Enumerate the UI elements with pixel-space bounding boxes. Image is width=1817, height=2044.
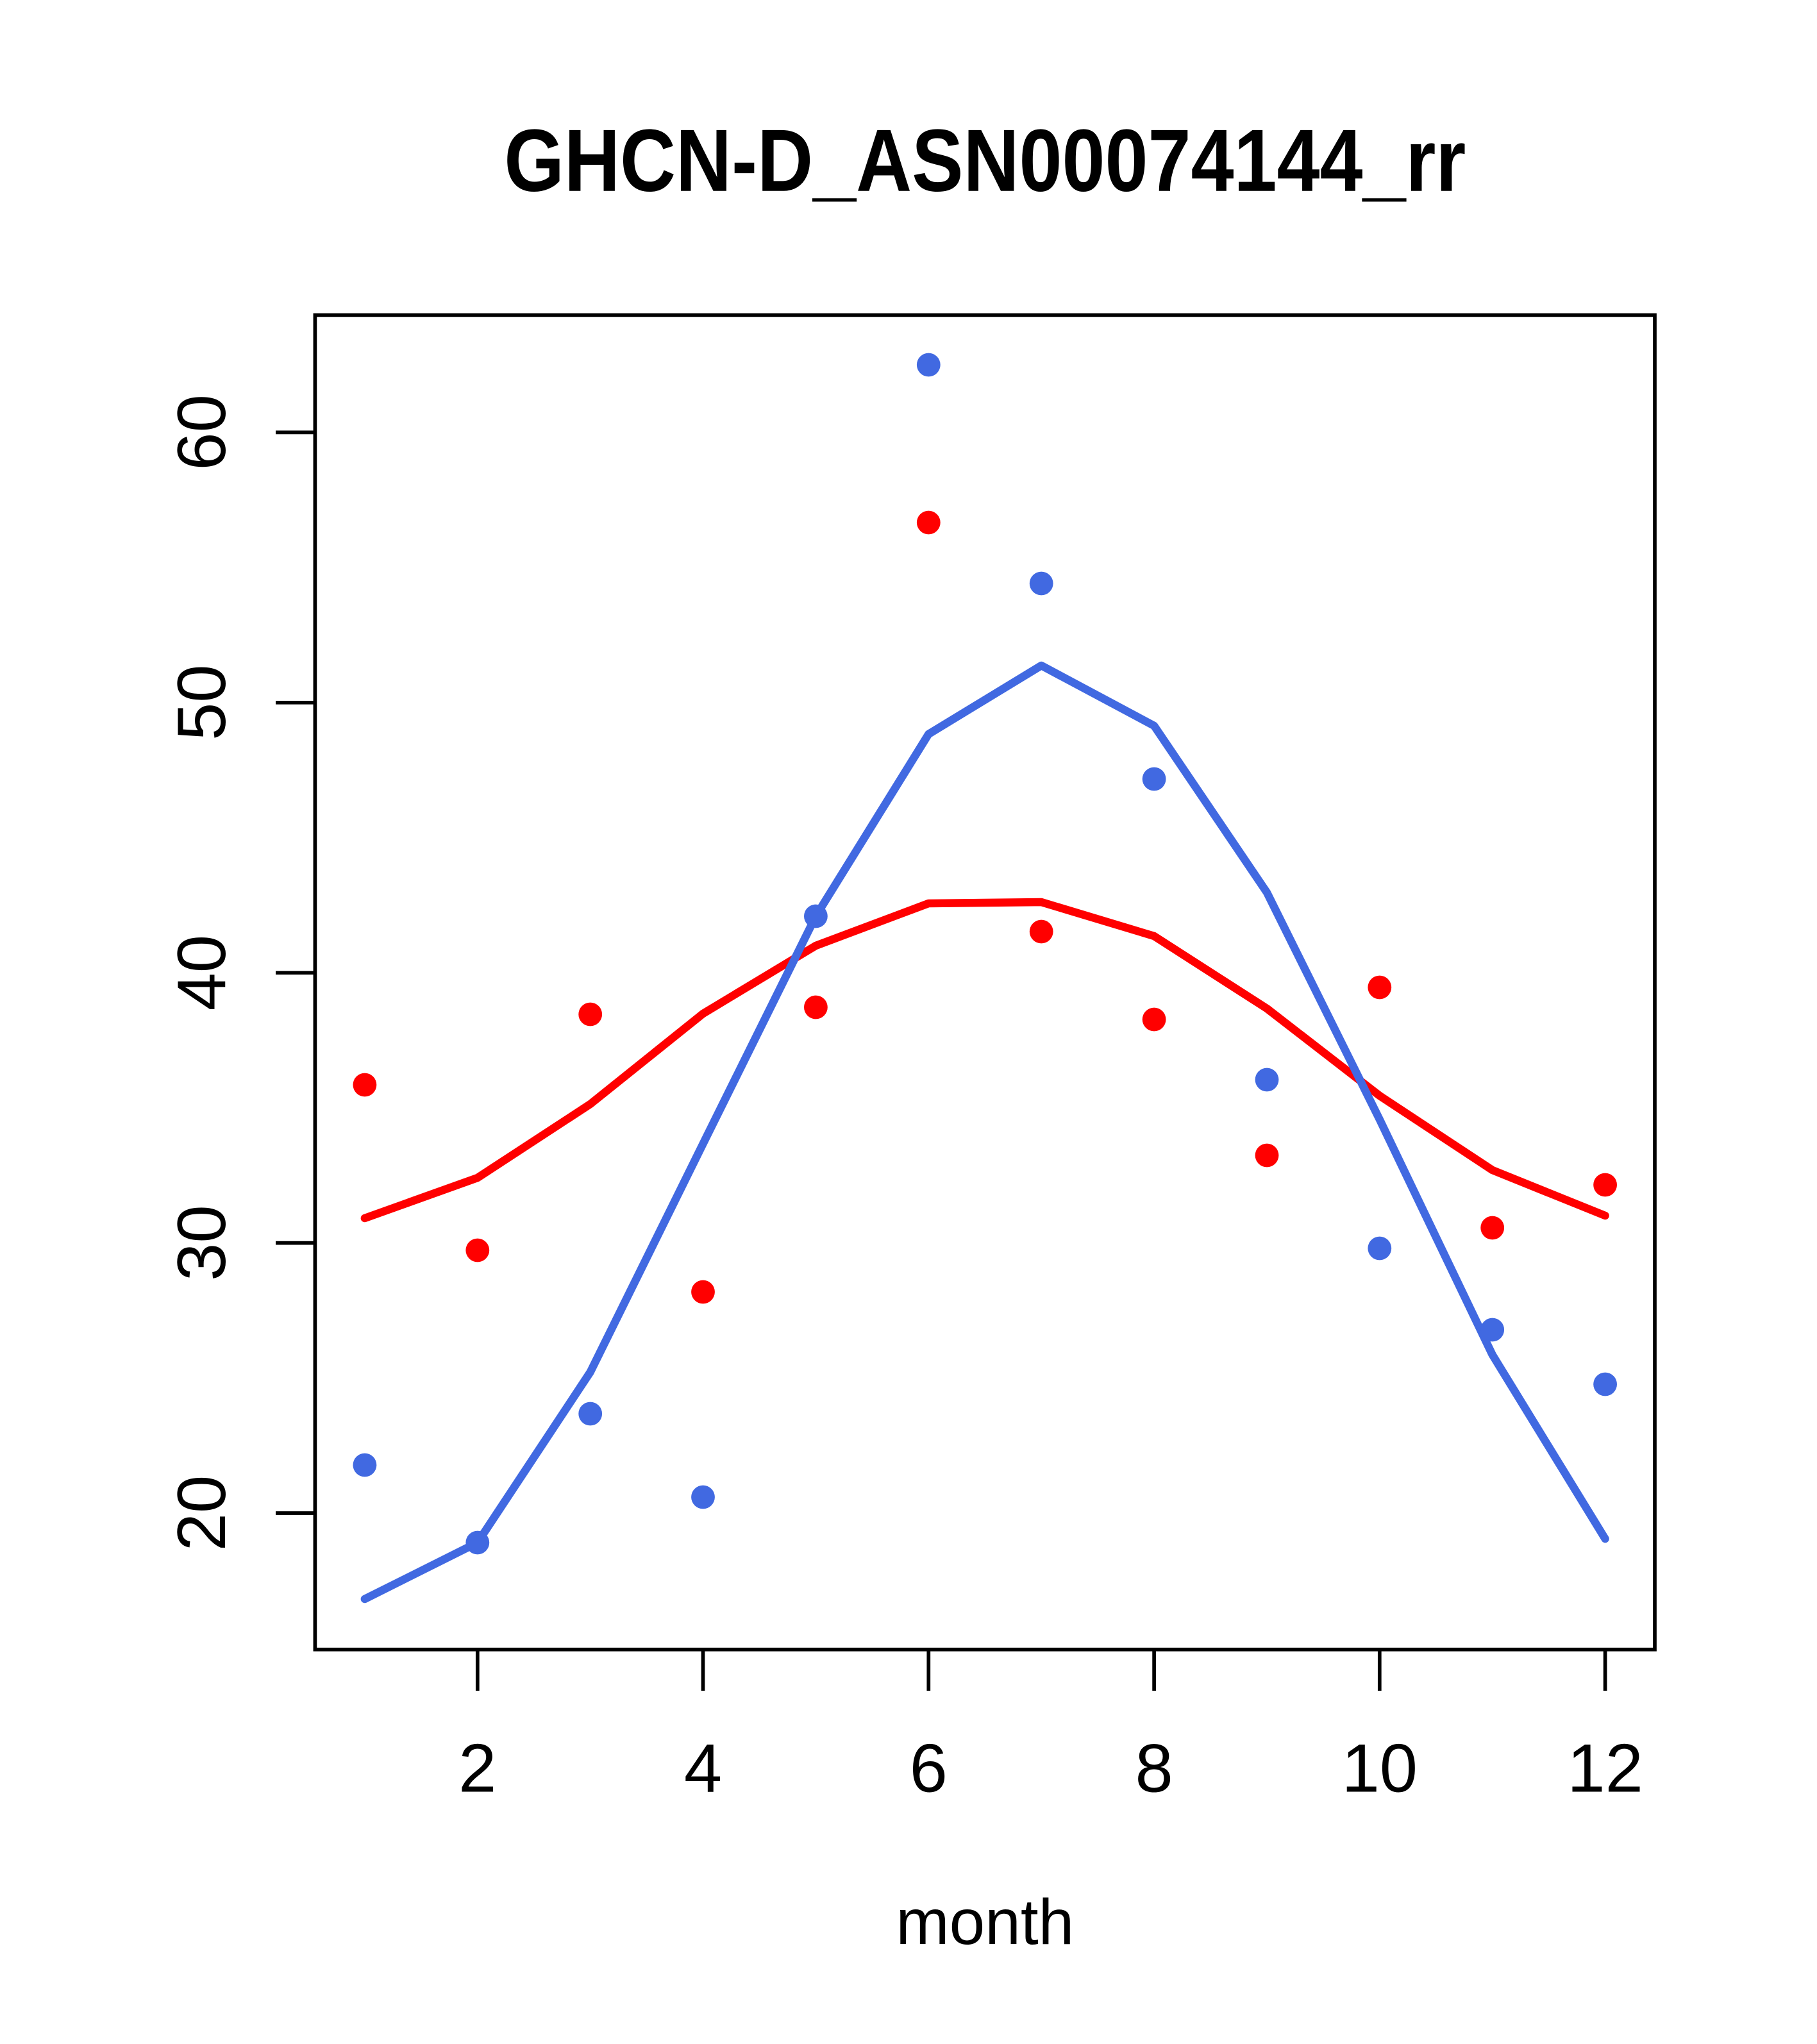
svg-text:40: 40 <box>163 935 240 1010</box>
svg-text:month: month <box>896 1886 1074 1958</box>
svg-text:30: 30 <box>163 1205 240 1280</box>
svg-text:4: 4 <box>684 1730 722 1806</box>
svg-text:60: 60 <box>163 394 240 470</box>
svg-text:12: 12 <box>1567 1730 1643 1806</box>
svg-text:6: 6 <box>910 1730 948 1806</box>
svg-text:8: 8 <box>1135 1730 1173 1806</box>
svg-text:50: 50 <box>163 665 240 741</box>
svg-text:10: 10 <box>1342 1730 1418 1806</box>
svg-text:2: 2 <box>458 1730 496 1806</box>
svg-text:GHCN-D_ASN00074144_rr: GHCN-D_ASN00074144_rr <box>504 112 1466 210</box>
svg-text:20: 20 <box>163 1475 240 1551</box>
